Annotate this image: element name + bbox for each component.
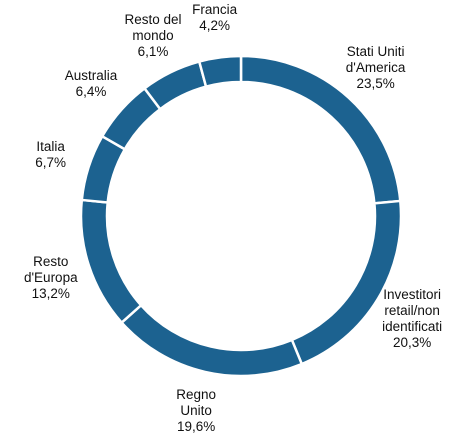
category-label: Italia bbox=[36, 138, 65, 154]
donut-segment bbox=[119, 303, 304, 378]
donut-segment bbox=[142, 60, 208, 111]
segment-label: Francia 4,2% bbox=[192, 2, 237, 34]
category-label: Resto d'Europa bbox=[23, 253, 78, 285]
category-label: Stati Uniti d'America bbox=[345, 44, 406, 76]
segment-label: Italia 6,7% bbox=[35, 139, 66, 171]
value-label: 6,1% bbox=[137, 44, 169, 60]
donut-segment bbox=[197, 54, 243, 89]
value-label: 6,7% bbox=[35, 154, 66, 170]
value-label: 13,2% bbox=[31, 285, 70, 301]
segment-label: Resto del mondo 6,1% bbox=[124, 12, 181, 60]
category-label: Resto del mondo bbox=[124, 12, 182, 44]
donut-segment bbox=[79, 198, 143, 325]
segment-label: Australia 6,4% bbox=[65, 68, 118, 100]
category-label: Investitori retail/non identificati bbox=[382, 287, 443, 335]
value-label: 20,3% bbox=[393, 335, 432, 351]
segment-label: Investitori retail/non identificati 20,3% bbox=[382, 287, 442, 351]
value-label: 19,6% bbox=[176, 418, 216, 434]
category-label: Francia bbox=[192, 1, 238, 17]
value-label: 6,4% bbox=[75, 83, 107, 99]
category-label: Australia bbox=[64, 67, 118, 83]
category-label: Regno Unito bbox=[176, 386, 217, 418]
segment-label: Stati Uniti d'America 23,5% bbox=[346, 44, 406, 92]
segment-label: Regno Unito 19,6% bbox=[176, 387, 216, 435]
value-label: 23,5% bbox=[356, 76, 395, 92]
value-label: 4,2% bbox=[199, 17, 231, 33]
segment-label: Resto d'Europa 13,2% bbox=[24, 254, 78, 302]
